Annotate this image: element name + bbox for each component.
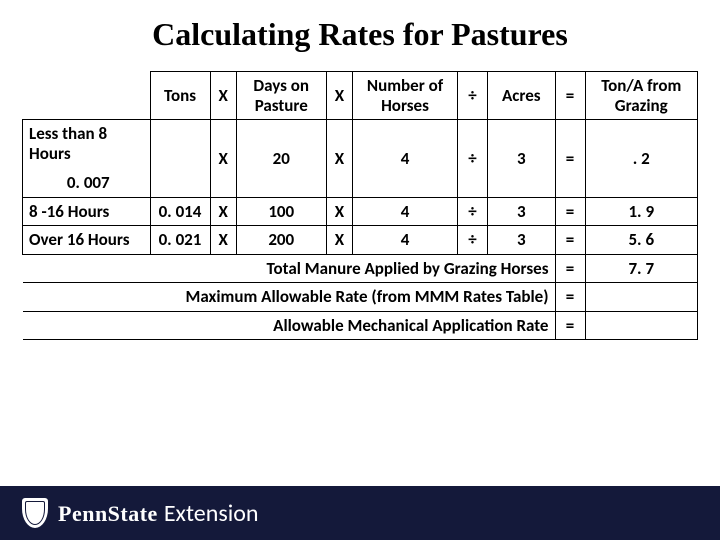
row-horses-2: 4	[353, 226, 458, 255]
row-label-1: 8 -16 Hours	[23, 197, 151, 226]
row-tona-1: 1. 9	[585, 197, 698, 226]
header-div: ÷	[458, 72, 488, 120]
rates-table: Tons X Days on Pasture X Number of Horse…	[22, 71, 698, 340]
summary-label-2: Allowable Mechanical Application Rate	[23, 311, 556, 340]
summary-eq-2: =	[555, 311, 585, 340]
row-horses-0: 4	[353, 120, 458, 198]
header-tons: Tons	[150, 72, 210, 120]
row-tons-spacer	[150, 120, 210, 198]
header-row: Tons X Days on Pasture X Number of Horse…	[23, 72, 698, 120]
summary-value-1	[585, 283, 698, 312]
row-eq-1: =	[555, 197, 585, 226]
row-days-1: 100	[236, 197, 326, 226]
header-days: Days on Pasture	[236, 72, 326, 120]
brand-secondary: Extension	[164, 499, 259, 528]
row-x2-2: X	[326, 226, 352, 255]
header-x2: X	[326, 72, 352, 120]
page-title: Calculating Rates for Pastures	[0, 0, 720, 71]
footer-band: PennState Extension	[0, 486, 720, 540]
summary-label-1: Maximum Allowable Rate (from MMM Rates T…	[23, 283, 556, 312]
row-x2-1: X	[326, 197, 352, 226]
header-acres: Acres	[488, 72, 556, 120]
summary-eq-1: =	[555, 283, 585, 312]
row-acres-1: 3	[488, 197, 556, 226]
row-label-0: Less than 8 Hours 0. 007	[23, 120, 151, 198]
table-row: Over 16 Hours 0. 021 X 200 X 4 ÷ 3 = 5. …	[23, 226, 698, 255]
row-label-text: Less than 8 Hours	[29, 124, 148, 163]
shield-icon	[22, 498, 48, 528]
row-tona-0: . 2	[585, 120, 698, 198]
summary-row: Total Manure Applied by Grazing Horses =…	[23, 254, 698, 283]
row-x1-2: X	[210, 226, 236, 255]
row-x1-0: X	[210, 120, 236, 198]
header-x1: X	[210, 72, 236, 120]
row-div-2: ÷	[458, 226, 488, 255]
row-eq-0: =	[555, 120, 585, 198]
header-tona: Ton/A from Grazing	[585, 72, 698, 120]
row-acres-2: 3	[488, 226, 556, 255]
table-container: Tons X Days on Pasture X Number of Horse…	[0, 71, 720, 340]
row-days-0: 20	[236, 120, 326, 198]
row-tons-1: 0. 014	[150, 197, 210, 226]
row-div-0: ÷	[458, 120, 488, 198]
brand-logo: PennState Extension	[22, 498, 259, 528]
header-eq: =	[555, 72, 585, 120]
header-horses: Number of Horses	[353, 72, 458, 120]
row-tons-2: 0. 021	[150, 226, 210, 255]
row-div-1: ÷	[458, 197, 488, 226]
summary-eq-0: =	[555, 254, 585, 283]
table-row: 8 -16 Hours 0. 014 X 100 X 4 ÷ 3 = 1. 9	[23, 197, 698, 226]
row-tona-2: 5. 6	[585, 226, 698, 255]
summary-row: Maximum Allowable Rate (from MMM Rates T…	[23, 283, 698, 312]
brand-text: PennState Extension	[58, 499, 259, 528]
row-label-2: Over 16 Hours	[23, 226, 151, 255]
summary-value-0: 7. 7	[585, 254, 698, 283]
brand-primary: PennState	[58, 501, 158, 527]
row-tons-0: 0. 007	[29, 173, 148, 193]
row-x1-1: X	[210, 197, 236, 226]
row-eq-2: =	[555, 226, 585, 255]
row-horses-1: 4	[353, 197, 458, 226]
header-empty	[23, 72, 151, 120]
row-days-2: 200	[236, 226, 326, 255]
summary-label-0: Total Manure Applied by Grazing Horses	[23, 254, 556, 283]
row-acres-0: 3	[488, 120, 556, 198]
summary-value-2	[585, 311, 698, 340]
summary-row: Allowable Mechanical Application Rate =	[23, 311, 698, 340]
row-x2-0: X	[326, 120, 352, 198]
